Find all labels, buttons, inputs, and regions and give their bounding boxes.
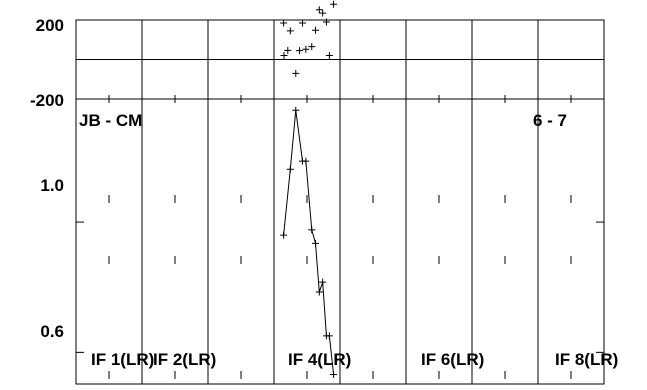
phase-point (292, 69, 300, 77)
amplitude-point (308, 226, 316, 234)
if-label-4: IF 4(LR) (288, 350, 351, 369)
phase-point (308, 43, 316, 51)
if-label-8: IF 8(LR) (555, 350, 618, 369)
amp-tick-label-0-6: 0.6 (40, 322, 64, 341)
if-label-6: IF 6(LR) (421, 350, 484, 369)
phase-grid (141, 20, 539, 99)
amplitude-point (280, 231, 288, 239)
amplitude-point (325, 332, 333, 340)
amplitude-grid (75, 95, 605, 384)
baseline-label: JB - CM (79, 111, 142, 130)
amplitude-point (315, 288, 323, 296)
phase-points (280, 0, 338, 77)
phase-point (296, 47, 304, 55)
amplitude-point (302, 157, 310, 165)
phase-point (284, 46, 292, 54)
amplitude-point (319, 278, 327, 286)
phase-point (286, 27, 294, 35)
phase-point (312, 26, 320, 34)
amplitude-y-ticks (76, 221, 604, 353)
phase-point (280, 52, 288, 60)
if-label-1: IF 1(LR) (91, 350, 154, 369)
amplitude-point (286, 165, 294, 173)
phase-point (280, 19, 288, 27)
phase-tick-label-bottom: -200 (30, 91, 64, 110)
amplitude-point (292, 106, 300, 114)
amplitude-panel: 1.0 0.6 JB - CM 6 - 7 IF 1(LR) IF 2(LR) … (40, 95, 618, 385)
amplitude-points (280, 106, 338, 379)
phase-point (319, 9, 327, 17)
phase-point (302, 45, 310, 53)
phase-tick-label-top: 200 (36, 16, 64, 35)
amplitude-point (312, 239, 320, 247)
if-label-2: IF 2(LR) (153, 350, 216, 369)
amp-tick-label-1-0: 1.0 (40, 176, 64, 195)
scan-label: 6 - 7 (533, 111, 567, 130)
phase-point (315, 6, 323, 14)
phase-point (330, 0, 338, 8)
phase-point (325, 52, 333, 60)
phase-point (299, 19, 306, 27)
phase-point (322, 18, 330, 26)
amplitude-point (330, 371, 338, 379)
phase-panel: 200 -200 (30, 0, 605, 110)
